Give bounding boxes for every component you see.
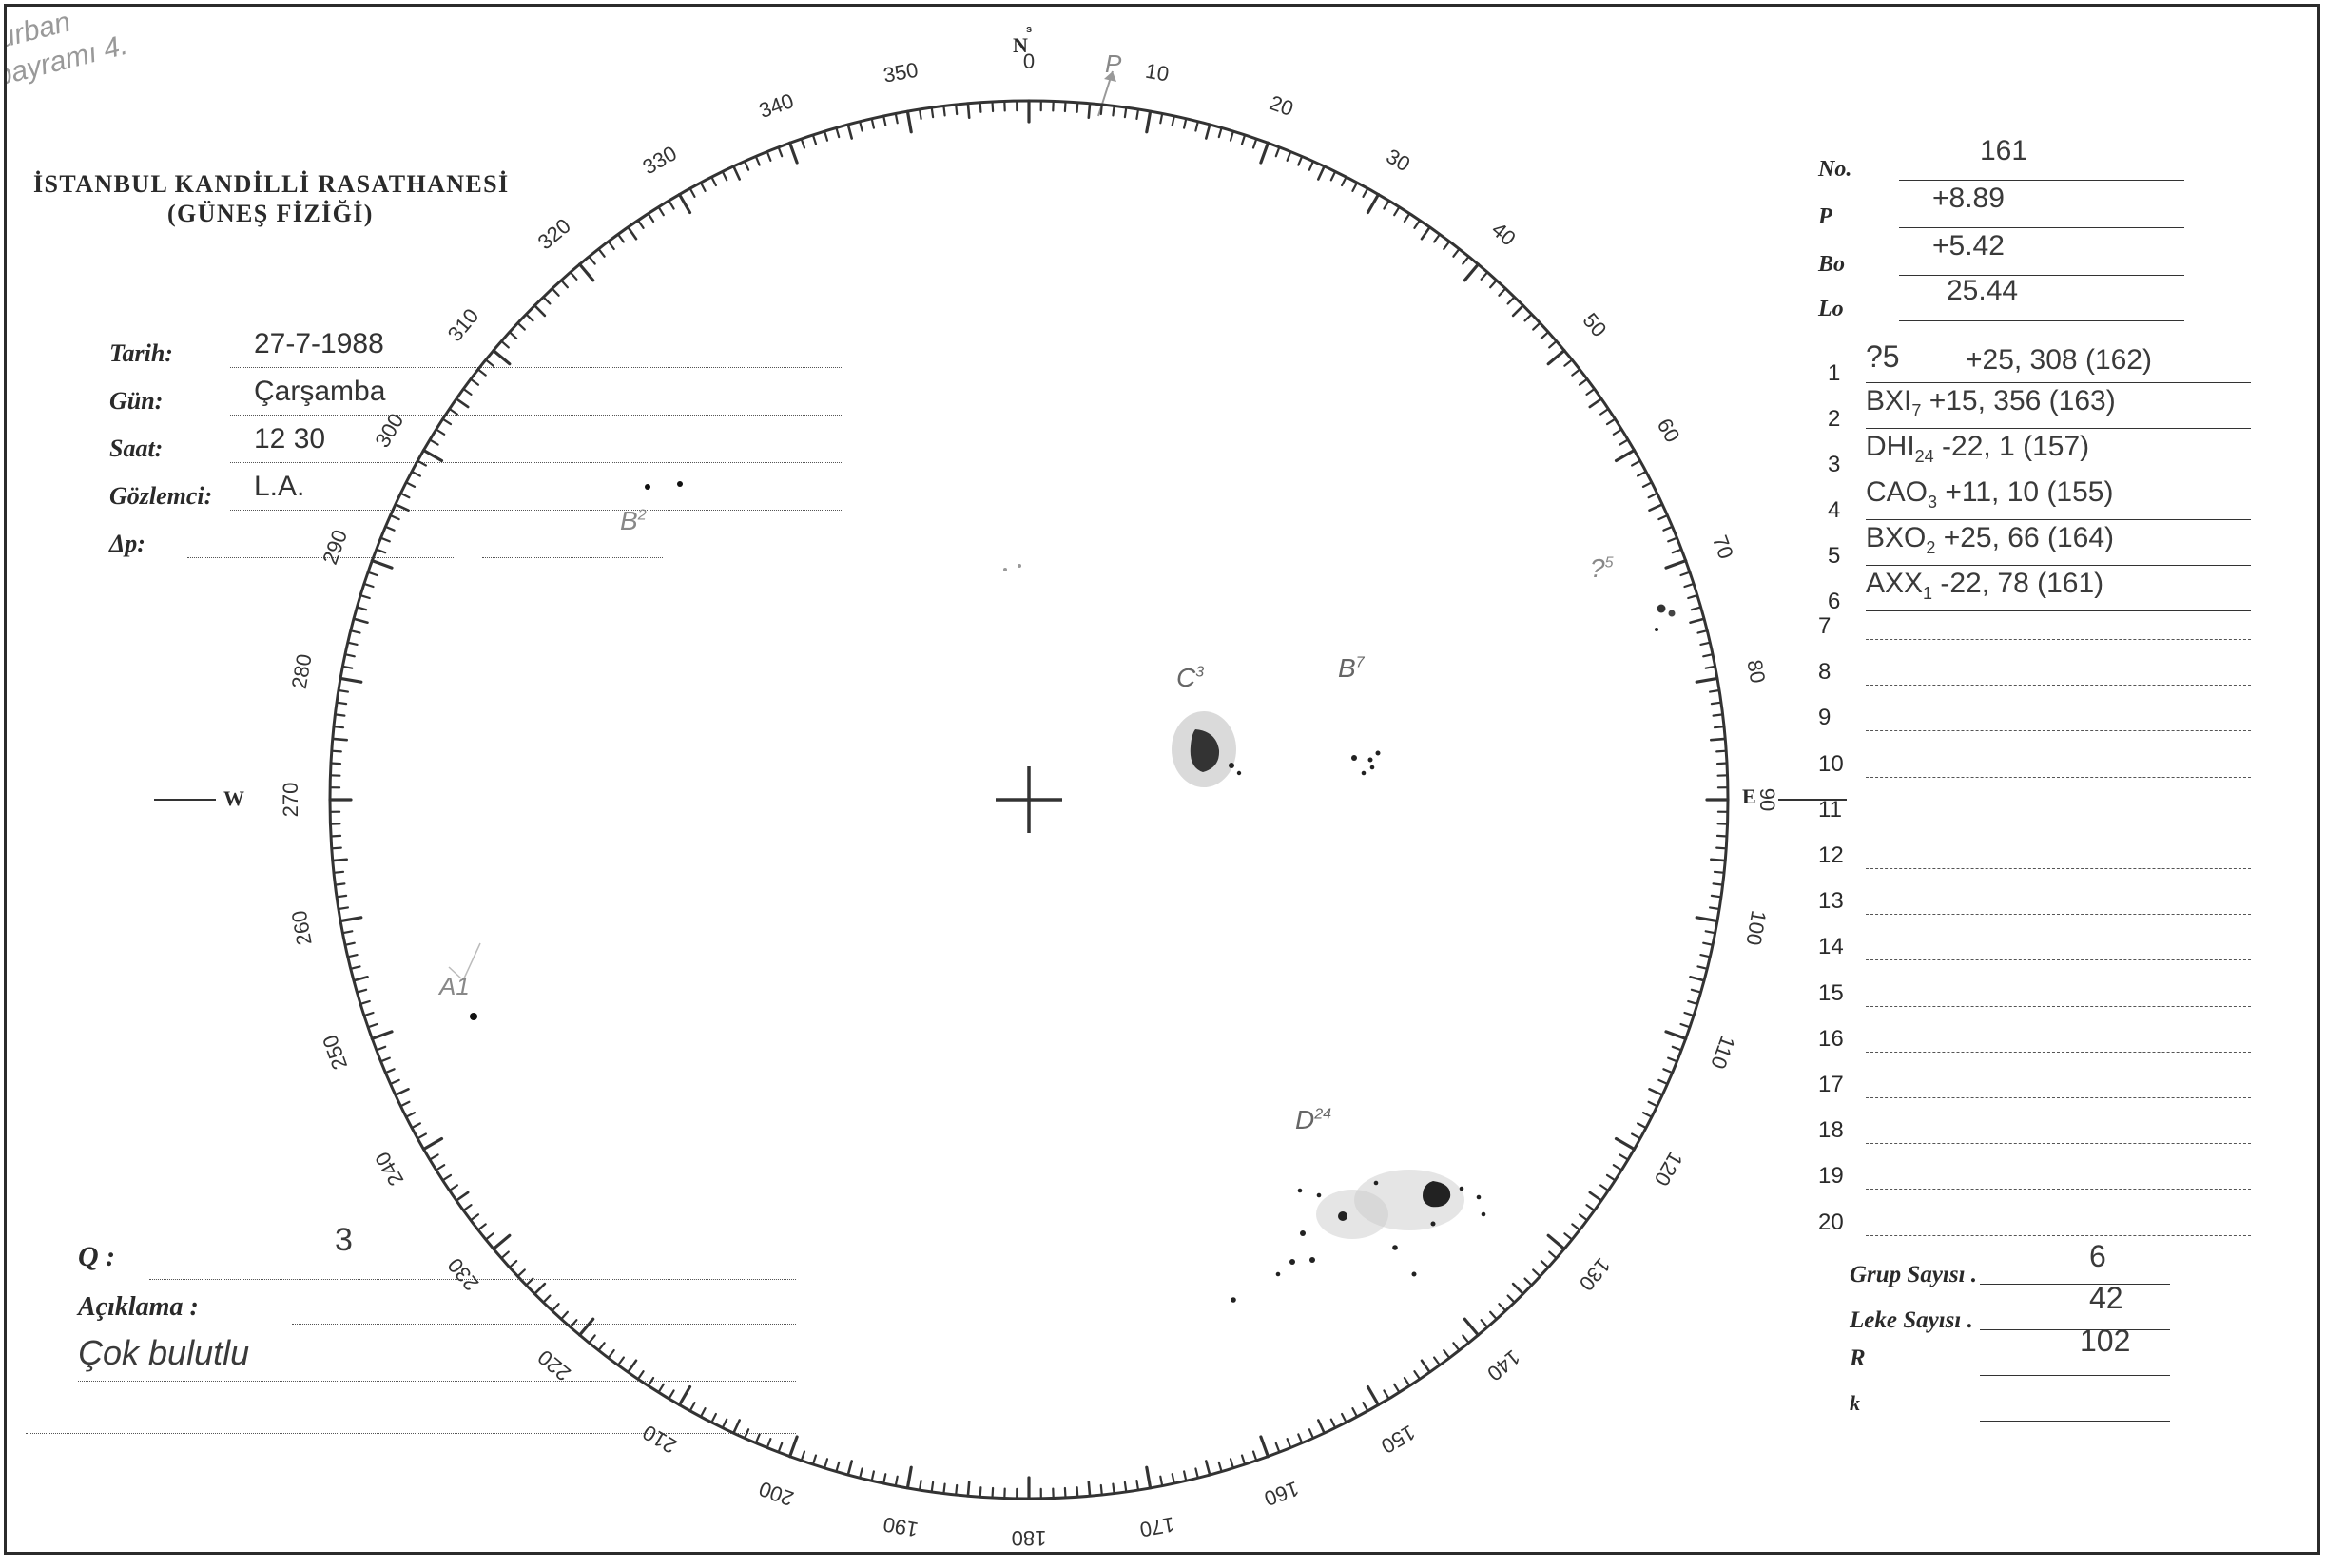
- svg-text:230: 230: [443, 1253, 484, 1295]
- svg-text:0: 0: [1023, 49, 1035, 73]
- svg-text:110: 110: [1706, 1033, 1739, 1073]
- svg-text:320: 320: [533, 214, 575, 255]
- svg-text:200: 200: [756, 1477, 797, 1511]
- svg-text:330: 330: [639, 141, 681, 179]
- svg-text:150: 150: [1377, 1421, 1419, 1459]
- svg-text:50: 50: [1579, 308, 1612, 341]
- svg-text:180: 180: [1012, 1526, 1047, 1550]
- svg-text:290: 290: [318, 527, 352, 568]
- svg-text:10: 10: [1144, 59, 1171, 87]
- svg-text:120: 120: [1650, 1148, 1688, 1190]
- svg-text:160: 160: [1261, 1477, 1302, 1511]
- svg-text:270: 270: [279, 783, 302, 818]
- svg-text:250: 250: [318, 1032, 352, 1073]
- svg-text:190: 190: [882, 1512, 921, 1541]
- svg-text:90: 90: [1755, 788, 1779, 811]
- svg-text:170: 170: [1138, 1512, 1177, 1541]
- svg-text:60: 60: [1653, 415, 1685, 447]
- svg-text:40: 40: [1487, 218, 1521, 251]
- svg-text:30: 30: [1382, 144, 1414, 176]
- svg-text:350: 350: [882, 58, 921, 87]
- svg-text:310: 310: [443, 304, 484, 346]
- svg-text:300: 300: [370, 410, 408, 452]
- svg-text:140: 140: [1483, 1345, 1524, 1386]
- svg-text:80: 80: [1742, 658, 1770, 685]
- svg-text:70: 70: [1708, 532, 1738, 563]
- svg-text:240: 240: [370, 1148, 408, 1190]
- svg-text:210: 210: [639, 1421, 681, 1459]
- svg-text:100: 100: [1741, 909, 1771, 948]
- svg-text:220: 220: [533, 1345, 575, 1386]
- svg-text:260: 260: [287, 909, 317, 948]
- svg-text:280: 280: [287, 652, 317, 691]
- svg-text:20: 20: [1267, 90, 1297, 121]
- svg-text:130: 130: [1575, 1253, 1616, 1295]
- svg-text:340: 340: [756, 88, 797, 123]
